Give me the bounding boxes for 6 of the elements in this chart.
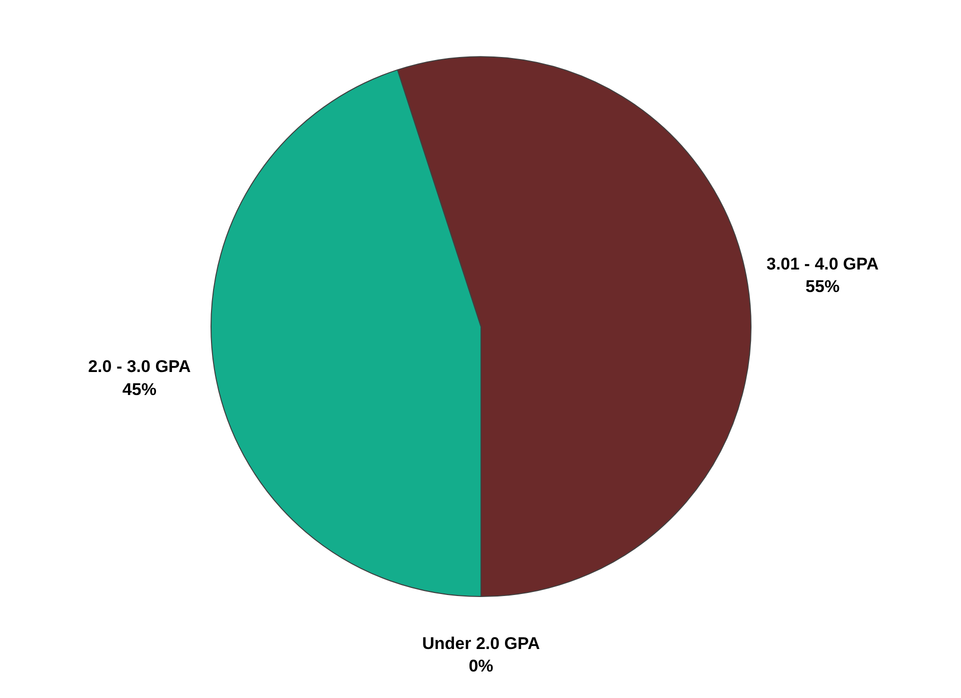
data-label: 55%: [806, 277, 840, 296]
text: 0%: [468, 656, 494, 676]
category-label: Under 2.0 GPA: [422, 634, 540, 653]
slice-label: 2.0 - 3.0 GPA: [88, 357, 191, 376]
data-label: 45%: [122, 380, 156, 399]
slice-label: 3.01 - 4.0 GPA: [766, 254, 879, 274]
